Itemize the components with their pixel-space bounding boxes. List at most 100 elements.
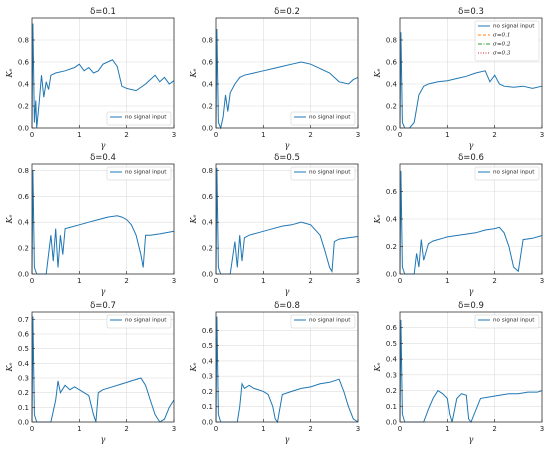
series-line-1 xyxy=(31,23,175,129)
legend-box xyxy=(106,166,172,181)
y-tick-label: 0.0 xyxy=(202,419,213,427)
x-tick-label: 3 xyxy=(172,277,176,285)
legend-entry: no signal input xyxy=(493,318,535,324)
subplot-1: 0 1 2 3 0.0 0.2 0.4 0.6 0.8 δ=0.1 γ Kₑ no signal inp… xyxy=(5,7,176,150)
legend-box xyxy=(290,111,356,126)
subplot-title: δ=0.3 xyxy=(458,7,484,17)
legend-box xyxy=(474,314,540,329)
x-tick-label: 2 xyxy=(124,131,128,139)
x-tick-label: 2 xyxy=(492,131,496,139)
y-tick-label: 0.1 xyxy=(18,404,29,412)
x-tick-label: 1 xyxy=(77,425,81,433)
y-tick-label: 0.5 xyxy=(18,345,29,353)
y-tick-label: 0.2 xyxy=(386,103,397,111)
y-axis-label: Kₑ xyxy=(373,362,382,372)
plot-frame xyxy=(215,17,359,129)
y-tick-label: 0.6 xyxy=(386,324,398,332)
y-tick-label: 0.6 xyxy=(202,59,214,67)
y-tick-label: 0.5 xyxy=(386,340,397,348)
y-tick-label: 0.4 xyxy=(18,81,30,89)
y-tick-label: 0.0 xyxy=(386,125,397,133)
x-tick-label: 3 xyxy=(540,425,544,433)
x-tick-label: 0 xyxy=(30,425,34,433)
y-tick-label: 0.6 xyxy=(18,193,30,201)
y-tick-label: 0.4 xyxy=(202,357,214,365)
y-axis-label: Kₑ xyxy=(5,362,14,372)
y-tick-label: 0.0 xyxy=(386,419,397,427)
y-tick-label: 0.8 xyxy=(386,37,397,45)
series-line-1 xyxy=(399,170,543,275)
legend-box xyxy=(106,314,172,329)
series-line-1 xyxy=(31,316,175,423)
y-tick-label: 0.5 xyxy=(202,342,213,350)
legend-box xyxy=(106,111,172,126)
x-tick-label: 0 xyxy=(30,277,34,285)
subplot-title: δ=0.1 xyxy=(90,7,116,17)
subplot-title: δ=0.2 xyxy=(274,7,300,17)
y-tick-label: 0.4 xyxy=(386,356,398,364)
subplot-5: 0 1 2 3 0.0 0.2 0.4 0.6 0.8 δ=0.5 γ Kₑ no signal inp… xyxy=(189,153,360,296)
subplot-8: 0 1 2 3 0.0 0.1 0.2 0.3 0.4 0.5 0.6 δ=0.8 γ Kₑ no sign… xyxy=(189,301,360,444)
y-tick-label: 0.4 xyxy=(202,81,214,89)
legend-box xyxy=(474,166,540,181)
series-line-1 xyxy=(215,316,359,424)
y-tick-label: 0.1 xyxy=(202,403,213,411)
legend-entry: no signal input xyxy=(493,24,535,30)
x-tick-label: 1 xyxy=(445,131,449,139)
x-tick-label: 0 xyxy=(398,425,402,433)
y-tick-label: 0.4 xyxy=(18,219,30,227)
x-tick-label: 2 xyxy=(492,425,496,433)
legend-entry: no signal input xyxy=(493,170,535,176)
plot-frame xyxy=(31,17,175,129)
subplot-2: 0 1 2 3 0.0 0.2 0.4 0.6 0.8 δ=0.2 γ Kₑ no signal inp… xyxy=(189,7,360,150)
series-line-1 xyxy=(31,170,175,275)
legend-entry: no signal input xyxy=(309,318,351,324)
series-line-1 xyxy=(215,28,359,130)
x-tick-label: 3 xyxy=(356,277,360,285)
x-axis-label: γ xyxy=(285,287,290,296)
x-tick-label: 0 xyxy=(398,131,402,139)
x-tick-label: 0 xyxy=(398,277,402,285)
subplot-title: δ=0.4 xyxy=(90,153,116,163)
y-tick-label: 0.2 xyxy=(202,103,213,111)
x-tick-label: 1 xyxy=(77,277,81,285)
x-axis-label: γ xyxy=(285,435,290,444)
y-tick-label: 0.3 xyxy=(18,375,29,383)
x-tick-label: 3 xyxy=(172,131,176,139)
y-tick-label: 0.6 xyxy=(18,59,30,67)
legend-entry: no signal input xyxy=(309,115,351,121)
x-tick-label: 1 xyxy=(261,425,265,433)
x-axis-label: γ xyxy=(285,141,290,150)
x-tick-label: 2 xyxy=(124,277,128,285)
x-tick-label: 1 xyxy=(77,131,81,139)
y-tick-label: 0.6 xyxy=(386,188,398,196)
x-tick-label: 2 xyxy=(124,425,128,433)
subplot-title: δ=0.9 xyxy=(458,301,484,311)
subplot-7: 0 1 2 3 0.0 0.1 0.2 0.3 0.4 0.5 0.6 0.7 δ=0.7 γ Kₑ no s… xyxy=(5,301,176,444)
y-tick-label: 0.2 xyxy=(202,245,213,253)
y-tick-label: 0.3 xyxy=(386,371,397,379)
legend: no signal input xyxy=(106,166,172,181)
y-tick-label: 0.6 xyxy=(386,59,398,67)
legend: no signal input xyxy=(106,314,172,329)
legend: no signal input xyxy=(290,314,356,329)
x-tick-label: 3 xyxy=(540,277,544,285)
legend-entry: σ=0.2 xyxy=(493,42,511,48)
y-tick-label: 0.0 xyxy=(18,271,29,279)
y-axis-label: Kₑ xyxy=(189,68,198,78)
subplot-title: δ=0.6 xyxy=(458,153,484,163)
x-axis-label: γ xyxy=(101,287,106,296)
x-tick-label: 1 xyxy=(261,277,265,285)
subplot-4: 0 1 2 3 0.0 0.2 0.4 0.6 0.8 δ=0.4 γ Kₑ no signal inp… xyxy=(5,153,176,296)
y-tick-label: 0.6 xyxy=(18,331,30,339)
y-axis-label: Kₑ xyxy=(373,68,382,78)
y-tick-label: 0.1 xyxy=(386,403,397,411)
plot-frame xyxy=(215,311,359,423)
y-tick-label: 0.0 xyxy=(18,419,29,427)
plot-frame xyxy=(31,311,175,423)
y-tick-label: 0.2 xyxy=(18,103,29,111)
y-tick-label: 0.7 xyxy=(18,316,29,324)
series-line-1 xyxy=(399,319,543,423)
x-axis-label: γ xyxy=(469,287,474,296)
y-tick-label: 0.0 xyxy=(202,125,213,133)
